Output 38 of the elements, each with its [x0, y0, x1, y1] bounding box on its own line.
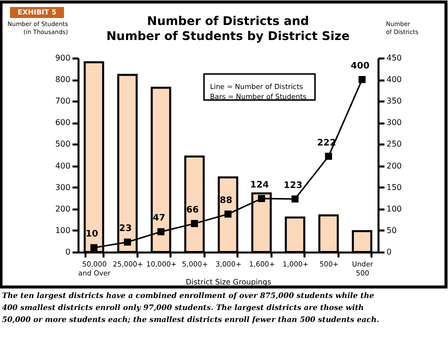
y-tick-label: 500: [55, 140, 70, 149]
data-label: 124: [250, 180, 269, 191]
data-label: 123: [284, 180, 302, 191]
point: [358, 76, 366, 84]
y-tick-label: 0: [65, 248, 70, 256]
point: [190, 220, 198, 228]
y2-tick-label: 150: [386, 182, 402, 192]
y2-tick-label: 350: [386, 96, 402, 106]
y2-tick-label: 300: [386, 118, 402, 128]
y-tick-label: 600: [55, 118, 70, 128]
y2-tick-label: 200: [386, 161, 402, 170]
y-tick-label: 300: [55, 182, 70, 192]
y-tick-label: 700: [55, 96, 70, 106]
data-label: 400: [350, 62, 370, 72]
point: [325, 152, 332, 160]
y2-tick-label: 250: [386, 140, 402, 149]
y-tick-label: 900: [55, 54, 70, 62]
point: [90, 244, 98, 252]
data-label: 66: [186, 206, 199, 216]
point: [292, 195, 299, 203]
point: [124, 238, 131, 246]
y2-tick-label: 450: [386, 54, 402, 62]
data-label: 10: [86, 230, 98, 240]
y2-tick-label: 100: [386, 204, 402, 214]
y2-tick-label: 400: [386, 75, 402, 84]
chart-title: Number of Districts and Number of Students by District Size: [106, 14, 350, 43]
point: [224, 210, 232, 218]
point: [258, 195, 266, 202]
y-tick-label: 400: [55, 161, 70, 170]
y-tick-label: 800: [55, 75, 70, 84]
point: [157, 228, 164, 236]
data-label: 88: [220, 196, 232, 206]
y2-tick-label: 0: [386, 248, 392, 256]
data-label: 47: [152, 214, 166, 224]
y-tick-label: 100: [55, 226, 70, 235]
y-tick-label: 200: [55, 204, 70, 214]
y2-tick-label: 50: [386, 226, 397, 235]
data-label: 23: [119, 224, 132, 234]
